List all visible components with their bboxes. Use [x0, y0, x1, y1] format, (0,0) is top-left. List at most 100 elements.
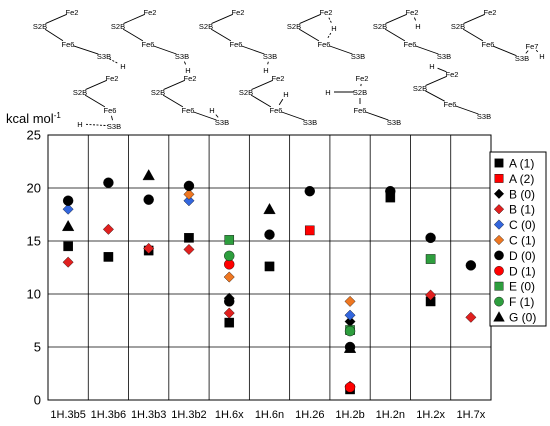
point-c-1-1h-2b	[344, 295, 356, 307]
bond	[281, 111, 305, 121]
atom-label: Fe6	[318, 40, 331, 49]
point-e-0-1h-6x	[224, 235, 235, 245]
atom-label: S3B	[437, 52, 451, 61]
atom-label: Fe6	[182, 106, 195, 115]
point-e-0-1h-2x	[425, 254, 436, 264]
bond	[162, 94, 184, 108]
y-tick-label: 15	[27, 234, 41, 249]
bond	[425, 75, 447, 87]
atom-label: Fe6	[444, 100, 457, 109]
atom-label: S2B	[239, 88, 253, 97]
legend-marker-b-0	[493, 188, 505, 199]
legend-marker-c-0	[493, 219, 505, 230]
atom-label: S2B	[111, 22, 125, 31]
bond	[365, 111, 389, 121]
point-g-0-1h-3b5	[61, 219, 75, 232]
atom-label: Fe6	[354, 106, 367, 115]
atom-label: Fe2	[144, 8, 157, 17]
atom-label: S3B	[351, 52, 365, 61]
point-f-1-1h-6x	[224, 250, 235, 262]
structure-drawings: Fe2S2BFe6S3BHFe2S2BFe6S3BHFe2S2BFe6S3BHF…	[33, 8, 545, 131]
x-tick-label: 1H.6n	[255, 409, 284, 421]
bond	[109, 58, 118, 64]
point-b-1-1h-3b5	[62, 256, 74, 268]
point-d-0-1h-2x	[425, 232, 436, 244]
bond	[299, 13, 321, 25]
point-a-1-1h-6n	[264, 261, 275, 272]
point-d-0-1h-6x	[224, 296, 235, 307]
atom-label: Fe2	[406, 8, 419, 17]
atom-label: Fe6	[142, 40, 155, 49]
bond	[241, 45, 265, 55]
bond	[455, 105, 479, 115]
atom-label: H	[415, 22, 420, 31]
atom-label: H	[77, 120, 82, 129]
bond	[415, 45, 439, 55]
point-a-1-1h-3b5	[63, 241, 73, 252]
atom-label: Fe2	[66, 8, 79, 17]
point-f-1-1h-2b	[344, 325, 356, 337]
atom-label: Fe2	[272, 74, 285, 83]
atom-label: Fe7	[526, 42, 539, 51]
bond	[73, 45, 99, 55]
bond	[123, 13, 145, 25]
y-tick-labels: 0 5 10 15 20 25	[27, 128, 41, 408]
structure-1h-3b3: Fe2 S2B Fe6 S3B H	[199, 8, 277, 75]
bond	[250, 94, 272, 108]
bond	[267, 61, 269, 65]
bond	[153, 45, 177, 55]
bond	[183, 61, 187, 65]
point-d-0-1h-3b6	[103, 177, 114, 188]
atom-label: S3B	[477, 112, 491, 121]
atom-label: S3B	[97, 52, 111, 61]
bond	[493, 45, 517, 57]
bond	[45, 13, 67, 25]
legend-marker-a-2	[494, 173, 504, 183]
atom-label: Fe2	[232, 8, 245, 17]
point-c-0-1h-3b2	[183, 195, 195, 207]
atom-label: S3B	[303, 118, 317, 127]
x-tick-label: 1H.2n	[376, 409, 405, 421]
point-c-0-1h-3b5	[62, 203, 74, 215]
atom-label: Fe2	[446, 70, 459, 79]
bond	[211, 13, 233, 25]
bond	[85, 123, 109, 127]
point-a-1-1h-3b2	[184, 233, 194, 243]
point-g-0-1h-6n	[263, 202, 276, 215]
point-d-1-1h-2b	[344, 382, 356, 393]
structure-1h-3b5: Fe2 S2B Fe6 S3B H	[33, 8, 126, 71]
x-tick-label: 1H.3b5	[50, 409, 85, 421]
y-tick-label: 10	[27, 287, 41, 302]
point-d-0-1h-2n	[385, 185, 396, 197]
atom-label: S2B	[199, 22, 213, 31]
y-tick-label: 5	[34, 340, 41, 355]
bond	[210, 28, 232, 42]
atom-label: S3B	[215, 118, 229, 127]
bond	[413, 17, 417, 21]
data-points	[61, 169, 477, 395]
legend-marker-d-0	[494, 250, 504, 261]
scatter-chart: 0 5 10 15 20 25 1H.3b5 1H.3b6 1H.3b3 1H.3b2 1H.6x…	[6, 111, 492, 421]
point-g-0-1h-2b	[343, 341, 357, 353]
bond	[462, 28, 484, 42]
atom-label: Fe2	[320, 8, 333, 17]
structure-1h-3b2: Fe2 S2B Fe6 H S3B	[73, 74, 121, 131]
structure-1h-2b: Fe2 H S2B Fe6 S3B	[373, 8, 451, 61]
bond	[385, 13, 407, 25]
bond	[525, 50, 529, 54]
atom-label: Fe2	[484, 8, 497, 17]
atom-label: S2B	[373, 22, 387, 31]
legend-label-d-0: D (0)	[509, 249, 536, 263]
bond	[122, 28, 144, 42]
y-tick-label: 0	[34, 393, 41, 408]
legend-label-g-0: G (0)	[509, 311, 536, 325]
atom-label: Fe2	[356, 74, 369, 83]
legend-marker-c-1	[493, 234, 505, 246]
bond	[535, 49, 539, 53]
x-tick-label: 1H.26	[295, 409, 324, 421]
x-tick-label: 1H.2x	[416, 409, 445, 421]
x-tick-label: 1H.3b6	[91, 409, 126, 421]
x-tick-label: 1H.7x	[456, 409, 485, 421]
